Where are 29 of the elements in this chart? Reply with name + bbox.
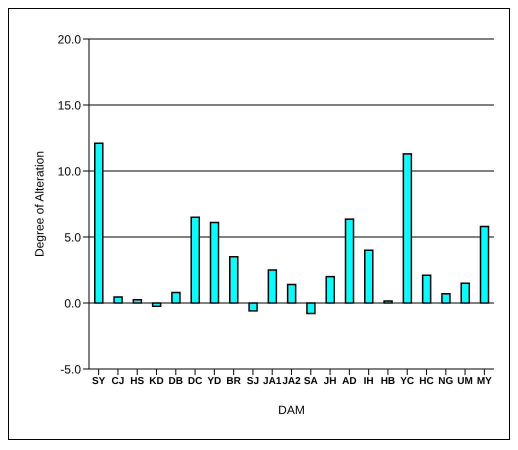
x-tick-label: HC [419,376,434,388]
x-tick-label: KD [149,376,164,388]
x-tick-label: UM [457,376,473,388]
x-tick-label: SA [304,376,318,388]
y-tick-label: 10.0 [58,164,82,178]
x-tick-label: NG [438,376,454,388]
y-tick-label: -5.0 [60,362,82,376]
x-tick-label: JH [324,376,336,388]
x-tick-label: AD [342,376,357,388]
y-tick-label: 15.0 [58,98,82,112]
x-tick-label: HB [380,376,396,388]
x-axis-title: DAM [278,403,305,417]
x-tick-label: YD [207,376,222,388]
y-tick-label: 0.0 [64,296,82,310]
x-tick-label: MY [476,376,492,388]
x-tick-label: JA1 [263,376,282,388]
y-tick-label: 20.0 [58,32,82,46]
x-tick-label: YC [400,376,414,388]
x-tick-label: JA2 [282,376,302,388]
y-axis-title: Degree of Alteration [32,150,46,258]
x-tick-label: SJ [246,376,260,388]
x-tick-label: HS [130,376,144,388]
x-tick-label: CJ [112,376,124,388]
x-tick-label: BR [226,376,242,388]
x-tick-label: SY [92,376,106,388]
x-tick-label: IH [364,376,374,388]
x-tick-label: DC [188,376,202,388]
y-tick-label: 5.0 [64,230,82,244]
x-tick-label: DB [168,376,184,388]
